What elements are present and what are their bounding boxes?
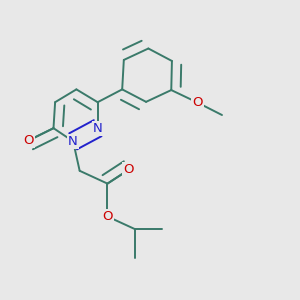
Text: O: O bbox=[102, 210, 113, 223]
Text: O: O bbox=[24, 134, 34, 147]
Text: O: O bbox=[192, 96, 203, 109]
Text: N: N bbox=[93, 122, 103, 135]
Text: O: O bbox=[124, 163, 134, 176]
Text: N: N bbox=[68, 135, 78, 148]
